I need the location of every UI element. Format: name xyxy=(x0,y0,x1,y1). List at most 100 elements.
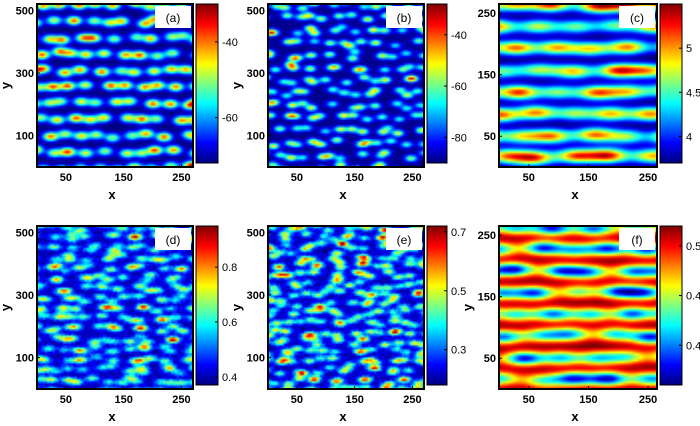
x-tick-label: 250 xyxy=(403,172,421,184)
colorbar-tick-label: 0.3 xyxy=(451,345,466,357)
panel-label: (b) xyxy=(397,11,412,25)
colorbar-tick-label: 0.5 xyxy=(451,286,466,298)
colorbar-tick-label: 0.7 xyxy=(451,227,466,239)
x-tick-label: 150 xyxy=(579,172,597,184)
plot-frame xyxy=(267,3,425,168)
y-tick-label: 50 xyxy=(484,353,496,365)
x-axis-label: x xyxy=(108,187,116,202)
heatmap-panel: 50 150 250 100 300 500 x y (b) -80 -60 -40 xyxy=(229,3,467,202)
y-tick-label: 300 xyxy=(16,68,34,80)
panel-label: (e) xyxy=(397,233,412,247)
y-axis-label: y xyxy=(0,303,13,311)
colorbar-tick-label: 4.5 xyxy=(686,87,700,99)
colorbar xyxy=(660,4,682,163)
panel-label: (a) xyxy=(166,11,181,25)
colorbar-tick-label: -40 xyxy=(451,30,467,42)
heatmap-panel: 50 150 250 100 300 500 x y (a) -60 -40 xyxy=(0,3,238,202)
heatmap-panel: 50 150 250 50 150 250 x (c) 4 4.5 5 xyxy=(478,3,700,202)
plot-frame xyxy=(36,3,194,168)
x-tick-label: 250 xyxy=(172,394,190,406)
x-tick-label: 250 xyxy=(639,172,657,184)
panel-label-box xyxy=(619,228,655,250)
x-tick-label: 50 xyxy=(291,172,303,184)
y-tick-label: 500 xyxy=(16,5,34,17)
y-axis-label: y xyxy=(0,81,13,89)
colorbar-tick-label: 0.6 xyxy=(222,317,237,329)
colorbar-frame xyxy=(426,3,448,164)
plot-frame xyxy=(498,3,658,168)
x-tick-label: 250 xyxy=(403,394,421,406)
colorbar-frame xyxy=(195,3,219,164)
x-tick-label: 150 xyxy=(114,394,132,406)
colorbar-tick-label: 0.5 xyxy=(686,241,700,253)
colorbar-tick-label: -40 xyxy=(222,37,238,49)
y-tick-label: 100 xyxy=(16,353,34,365)
panel-label-box xyxy=(155,6,191,28)
colorbar-tick-label: -60 xyxy=(451,81,467,93)
panel-label-box xyxy=(386,228,422,250)
heatmap-image xyxy=(268,226,424,389)
x-tick-label: 150 xyxy=(579,394,597,406)
heatmap-panel: 50 150 250 100 300 500 x y (e) 0.3 0.5 0.7 xyxy=(229,225,466,424)
x-tick-label: 50 xyxy=(523,172,535,184)
y-tick-label: 500 xyxy=(16,227,34,239)
colorbar-tick-label: 0.4 xyxy=(686,340,700,352)
y-tick-label: 50 xyxy=(484,131,496,143)
colorbar xyxy=(427,226,447,385)
x-tick-label: 50 xyxy=(60,172,72,184)
heatmap-panel: 50 150 250 100 300 500 x y (d) 0.4 0.6 0.8 xyxy=(0,225,237,424)
colorbar-tick-label: 5 xyxy=(686,43,692,55)
panel-label: (f) xyxy=(631,233,642,247)
y-axis-label: y xyxy=(229,303,244,311)
colorbar-frame xyxy=(659,3,683,164)
x-tick-label: 150 xyxy=(114,172,132,184)
y-tick-label: 300 xyxy=(247,68,265,80)
colorbar-tick-label: 0.45 xyxy=(686,291,700,303)
x-tick-label: 250 xyxy=(172,172,190,184)
colorbar xyxy=(660,226,682,385)
y-tick-label: 300 xyxy=(16,290,34,302)
x-axis-label: x xyxy=(571,187,579,202)
x-tick-label: 150 xyxy=(345,394,363,406)
y-tick-label: 100 xyxy=(16,131,34,143)
colorbar-tick-label: 0.8 xyxy=(222,262,237,274)
y-tick-label: 250 xyxy=(478,230,496,242)
panel-label: (c) xyxy=(630,11,644,25)
y-axis-label: y xyxy=(460,303,475,311)
plot-frame xyxy=(267,225,425,390)
heatmap-image xyxy=(37,4,193,167)
colorbar-tick-label: -80 xyxy=(451,132,467,144)
colorbar-tick-label: -60 xyxy=(222,113,238,125)
x-axis-label: x xyxy=(108,409,116,424)
x-tick-label: 250 xyxy=(639,394,657,406)
colorbar-frame xyxy=(426,225,448,386)
colorbar-tick-label: 4 xyxy=(686,132,692,144)
colorbar-tick-label: 0.4 xyxy=(222,372,237,384)
x-tick-label: 150 xyxy=(345,172,363,184)
panel-label-box xyxy=(155,228,191,250)
panel-label: (d) xyxy=(166,233,181,247)
colorbar-frame xyxy=(195,225,219,386)
y-tick-label: 300 xyxy=(247,290,265,302)
y-tick-label: 250 xyxy=(478,8,496,20)
heatmap-image xyxy=(268,4,424,167)
plot-frame xyxy=(36,225,194,390)
colorbar xyxy=(427,4,447,163)
x-axis-label: x xyxy=(571,409,579,424)
colorbar xyxy=(196,4,218,163)
y-tick-label: 100 xyxy=(247,131,265,143)
y-tick-label: 100 xyxy=(247,353,265,365)
x-tick-label: 50 xyxy=(60,394,72,406)
y-axis-label: y xyxy=(229,81,244,89)
x-axis-label: x xyxy=(339,187,347,202)
heatmap-image xyxy=(37,226,193,389)
y-tick-label: 500 xyxy=(247,227,265,239)
heatmap-panel: 50 150 250 50 150 250 x y (f) 0.4 0.45 0.5 xyxy=(460,225,700,424)
x-tick-label: 50 xyxy=(523,394,535,406)
plot-frame xyxy=(498,225,658,390)
x-axis-label: x xyxy=(339,409,347,424)
panel-label-box xyxy=(619,6,655,28)
colorbar-frame xyxy=(659,225,683,386)
x-tick-label: 50 xyxy=(291,394,303,406)
